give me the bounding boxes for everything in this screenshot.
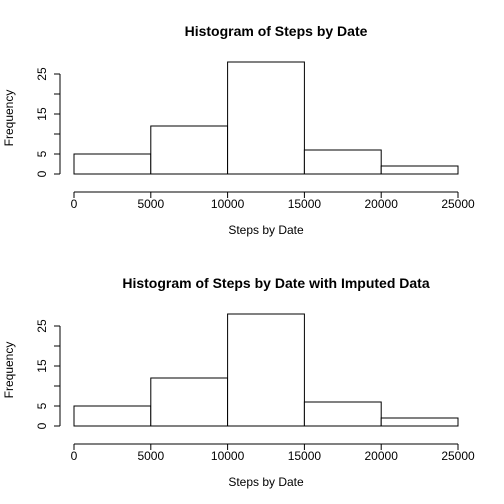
chart-1-x-tick-label-3: 10000 (211, 197, 245, 211)
chart-2-x-tick-label-4: 15000 (288, 449, 322, 463)
chart-2-bar-2 (150, 377, 229, 427)
chart-1-x-tick-label-2: 5000 (137, 197, 164, 211)
chart-1-x-tick-label-5: 20000 (365, 197, 399, 211)
chart-2-y-tick-label-1: 0 (35, 422, 49, 429)
chart-1-title: Histogram of Steps by Date (185, 23, 368, 39)
chart-2-bar-4 (303, 401, 382, 427)
chart-2-x-tick-label-1: 0 (71, 449, 78, 463)
chart-2-y-tick-label-2: 5 (35, 402, 49, 409)
chart-1-x-tick-label-6: 25000 (441, 197, 475, 211)
chart-1-y-tick-label-4: 25 (35, 67, 49, 81)
chart-2-bar-5 (380, 417, 459, 427)
chart-2-x-axis-label: Steps by Date (228, 475, 304, 489)
chart-2-title: Histogram of Steps by Date with Imputed … (122, 275, 429, 291)
chart-2-y-tick-label-4: 25 (35, 319, 49, 333)
chart-1-bar-1 (73, 153, 152, 175)
chart-1-y-axis-label: Frequency (2, 90, 16, 147)
chart-1-y-tick-label-3: 15 (35, 107, 49, 121)
chart-1-x-tick-label-4: 15000 (288, 197, 322, 211)
chart-1-bar-5 (380, 165, 459, 175)
chart-1-x-tick-label-1: 0 (71, 197, 78, 211)
chart-1-x-axis-label: Steps by Date (228, 223, 304, 237)
chart-2-x-tick-label-2: 5000 (137, 449, 164, 463)
chart-1-y-tick-label-1: 0 (35, 170, 49, 177)
chart-1-bar-3 (227, 61, 305, 175)
chart-2-y-axis-label: Frequency (2, 342, 16, 399)
chart-2-x-tick-label-5: 20000 (365, 449, 399, 463)
chart-1-bar-4 (303, 149, 382, 175)
chart-2-x-tick-label-6: 25000 (441, 449, 475, 463)
chart-2-bar-1 (73, 405, 152, 427)
chart-2-bar-3 (227, 313, 305, 427)
chart-1-bar-2 (150, 125, 229, 175)
chart-1-y-tick-label-2: 5 (35, 150, 49, 157)
chart-2-y-tick-label-3: 15 (35, 359, 49, 373)
chart-2-x-tick-label-3: 10000 (211, 449, 245, 463)
